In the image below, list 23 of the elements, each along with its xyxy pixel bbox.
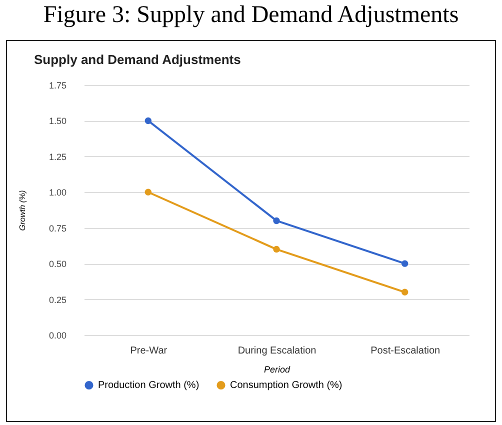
point: [144, 117, 152, 124]
point: [401, 288, 408, 296]
caption: Figure 3: Supply and Demand Adjustments: [42, 2, 460, 29]
x-axis-title: Period: [264, 364, 291, 374]
y-tick-label: 0.25: [48, 294, 66, 305]
y-tick-label: 0.75: [48, 223, 66, 234]
point: [144, 188, 152, 196]
legend-label: Consumption Growth (%): [230, 380, 342, 392]
x-tick-label: Post-Escalation: [370, 346, 440, 356]
y-tick-label: 1.75: [48, 80, 66, 90]
point: [401, 260, 408, 267]
x-tick-label: During Escalation: [238, 346, 316, 356]
point: [273, 217, 280, 224]
chart-title: Supply and Demand Adjustments: [34, 52, 241, 67]
y-tick-label: 1.50: [48, 116, 66, 126]
y-tick-label: 0.50: [48, 259, 66, 270]
y-tick-label: 1.00: [48, 188, 66, 198]
x-tick-label: Pre-War: [130, 346, 168, 356]
legend-label: Production Growth (%): [98, 380, 200, 392]
y-tick-label: 1.25: [48, 152, 66, 162]
y-axis-title: Growth (%): [18, 190, 27, 231]
y-tick-label: 0.00: [48, 330, 66, 340]
point: [273, 246, 280, 253]
